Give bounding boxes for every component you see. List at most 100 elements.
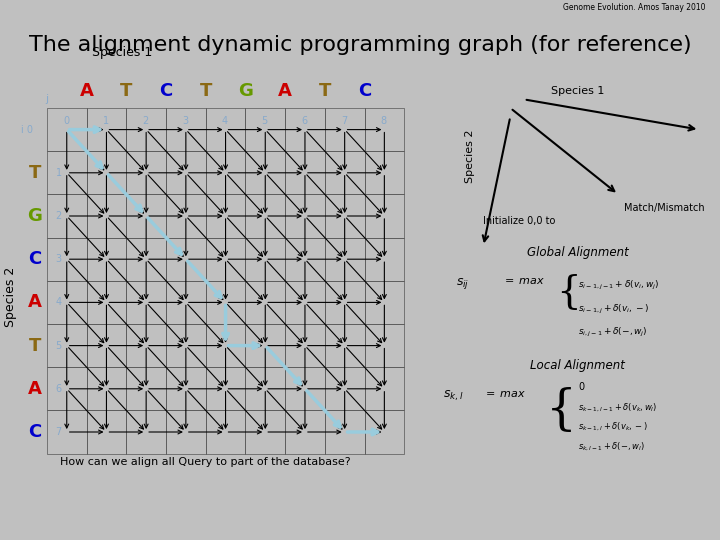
Text: C: C [358,82,371,100]
Bar [364,108,404,151]
Bar [206,324,246,367]
Text: 4: 4 [222,116,228,126]
Bar [86,281,126,324]
Text: 5: 5 [55,341,62,350]
Bar [285,410,325,454]
Bar [47,108,86,151]
Text: $s_{k-1,l-1} + \delta(v_k, w_l)$: $s_{k-1,l-1} + \delta(v_k, w_l)$ [577,402,657,414]
Bar [206,238,246,281]
Text: $= \; max$: $= \; max$ [483,389,526,399]
Bar [166,238,206,281]
Bar [86,367,126,410]
Bar [206,410,246,454]
Text: Species 2: Species 2 [465,130,474,183]
Bar [126,281,166,324]
Bar [285,281,325,324]
Bar [364,238,404,281]
Text: T: T [319,82,331,100]
Text: 6: 6 [55,384,62,394]
Bar [126,324,166,367]
Text: C: C [159,82,173,100]
Text: $s_{k-1,l} + \delta(v_k, -)$: $s_{k-1,l} + \delta(v_k, -)$ [577,421,648,434]
Text: The alignment dynamic programming graph (for reference): The alignment dynamic programming graph … [29,35,691,55]
Bar [126,108,166,151]
Bar [166,108,206,151]
Text: Species 1: Species 1 [551,86,605,97]
Text: Species 1: Species 1 [92,46,153,59]
Text: Local Alignment: Local Alignment [531,359,625,372]
Bar [126,367,166,410]
Text: A: A [278,82,292,100]
Bar [47,194,86,238]
Bar [246,410,285,454]
Bar [47,238,86,281]
Bar [364,367,404,410]
Bar [325,151,364,194]
Bar [126,194,166,238]
Bar [325,194,364,238]
Bar [325,324,364,367]
Text: T: T [29,336,41,355]
Text: $s_{k,l-1} + \delta(-, w_l)$: $s_{k,l-1} + \delta(-, w_l)$ [577,441,644,453]
Text: T: T [199,82,212,100]
Bar [285,108,325,151]
Text: {: { [557,274,581,312]
Text: A: A [28,380,42,398]
Bar [166,367,206,410]
Text: 7: 7 [55,427,62,437]
Text: G: G [238,82,253,100]
Bar [206,108,246,151]
Text: $0$: $0$ [577,380,585,392]
Text: 6: 6 [301,116,307,126]
Bar [166,410,206,454]
Bar [285,238,325,281]
Bar [86,194,126,238]
Text: How can we align all Query to part of the database?: How can we align all Query to part of th… [60,456,351,467]
Bar [285,151,325,194]
Bar [86,151,126,194]
Bar [325,281,364,324]
Text: Initialize 0,0 to: Initialize 0,0 to [483,216,556,226]
Text: 4: 4 [55,298,62,307]
Bar [206,281,246,324]
Bar [47,151,86,194]
Bar [86,108,126,151]
Text: 3: 3 [55,254,62,264]
Bar [246,108,285,151]
Bar [325,367,364,410]
Bar [166,194,206,238]
Text: A: A [80,82,94,100]
Text: Global Alignment: Global Alignment [527,246,629,259]
Text: 3: 3 [182,116,188,126]
Bar [206,367,246,410]
Text: $s_{ij}$: $s_{ij}$ [456,276,469,292]
Text: $s_{i,j-1} + \delta(-, w_j)$: $s_{i,j-1} + \delta(-, w_j)$ [577,326,647,339]
Bar [206,194,246,238]
Bar [47,324,86,367]
Bar [246,151,285,194]
Text: 7: 7 [341,116,347,126]
Text: C: C [28,423,42,441]
Bar [47,367,86,410]
Bar [126,151,166,194]
Bar [47,281,86,324]
Text: 2: 2 [55,211,62,221]
Bar [364,324,404,367]
Bar [246,281,285,324]
Bar [364,410,404,454]
Text: $s_{i-1,j-1} + \delta(v_i, w_j)$: $s_{i-1,j-1} + \delta(v_i, w_j)$ [577,279,659,292]
Bar [166,324,206,367]
Bar [206,151,246,194]
Text: i 0: i 0 [21,125,33,134]
Bar [325,238,364,281]
Text: Species 2: Species 2 [4,267,17,327]
Text: 0: 0 [63,116,69,126]
Bar [325,108,364,151]
Text: 2: 2 [143,116,148,126]
Bar [285,194,325,238]
Text: 8: 8 [380,116,387,126]
Bar [285,324,325,367]
Text: $s_{i-1,j} + \delta(v_i, -)$: $s_{i-1,j} + \delta(v_i, -)$ [577,302,649,315]
Bar [364,151,404,194]
Text: C: C [28,250,42,268]
